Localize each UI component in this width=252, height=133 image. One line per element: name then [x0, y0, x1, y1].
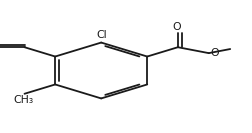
Text: O: O: [209, 48, 218, 58]
Text: CH₃: CH₃: [13, 95, 34, 105]
Text: O: O: [172, 22, 180, 32]
Text: Cl: Cl: [96, 30, 107, 40]
